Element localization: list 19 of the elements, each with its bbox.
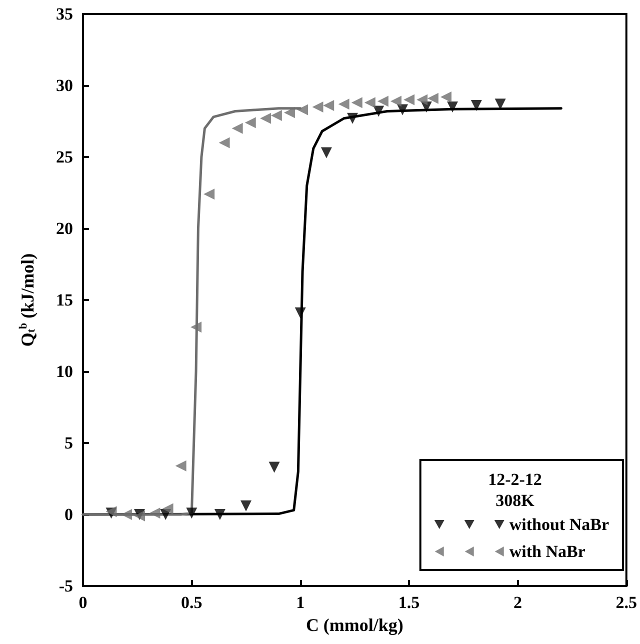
y-axis-title: Qtb (kJ/mol) [18, 253, 38, 347]
x-tick-label: 1.5 [398, 593, 420, 612]
x-tick-label: 2 [513, 593, 522, 612]
y-tick-label: 15 [56, 290, 73, 310]
y-tick-label: 25 [56, 148, 73, 166]
y-tick-label: 20 [56, 219, 73, 238]
legend-label: with NaBr [509, 542, 586, 561]
x-tick-label: 1 [296, 593, 305, 612]
y-tick-label: 5 [64, 434, 73, 452]
y-tick-label: 30 [56, 76, 73, 95]
legend-label: without NaBr [509, 515, 610, 534]
x-axis-title: C (mmol/kg) [306, 614, 404, 635]
x-tick-label: 2.5 [616, 593, 637, 612]
x-tick-label: 0 [78, 593, 88, 612]
y-tick-label: 10 [56, 362, 73, 381]
y-tick-label: -5 [58, 576, 73, 596]
y-tick-label: 0 [64, 505, 73, 524]
y-tick-label: 35 [56, 4, 73, 24]
x-tick-label: 0.5 [181, 593, 202, 612]
